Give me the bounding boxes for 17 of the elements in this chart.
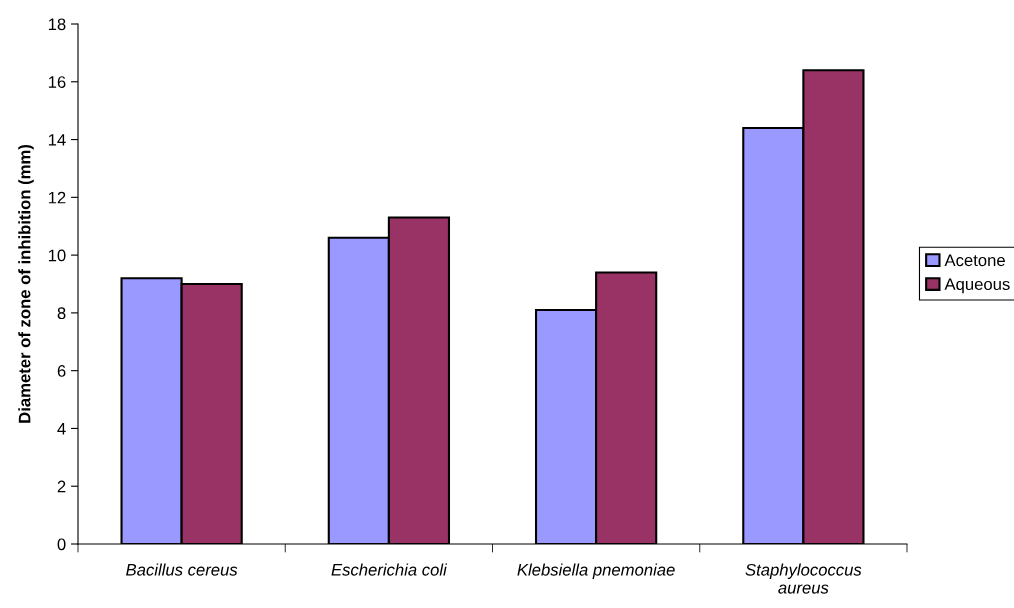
y-tick-label: 2 (57, 480, 66, 493)
y-tick-label: 6 (57, 365, 66, 377)
y-tick-label: 8 (57, 307, 66, 320)
x-tick-label: Klebsiella pnemoniae (517, 563, 675, 579)
y-axis-title: Diameter of zone of inhibition (mm) (18, 145, 34, 423)
x-tick-label: Staphylococcus aureus (745, 563, 862, 594)
y-tick-label: 4 (57, 423, 66, 435)
y-tick-label: 0 (57, 538, 66, 551)
y-tick-label: 12 (48, 191, 66, 204)
y-tick-label: 14 (48, 134, 66, 146)
legend-label: Acetone (944, 254, 1005, 267)
x-tick-label: Bacillus cereus (126, 563, 238, 576)
legend-label: Aqueous (944, 278, 1010, 294)
y-tick-label: 16 (48, 76, 66, 88)
y-tick-label: 18 (48, 18, 66, 31)
y-tick-label: 10 (48, 249, 66, 262)
x-tick-label: Escherichia coli (331, 563, 448, 576)
